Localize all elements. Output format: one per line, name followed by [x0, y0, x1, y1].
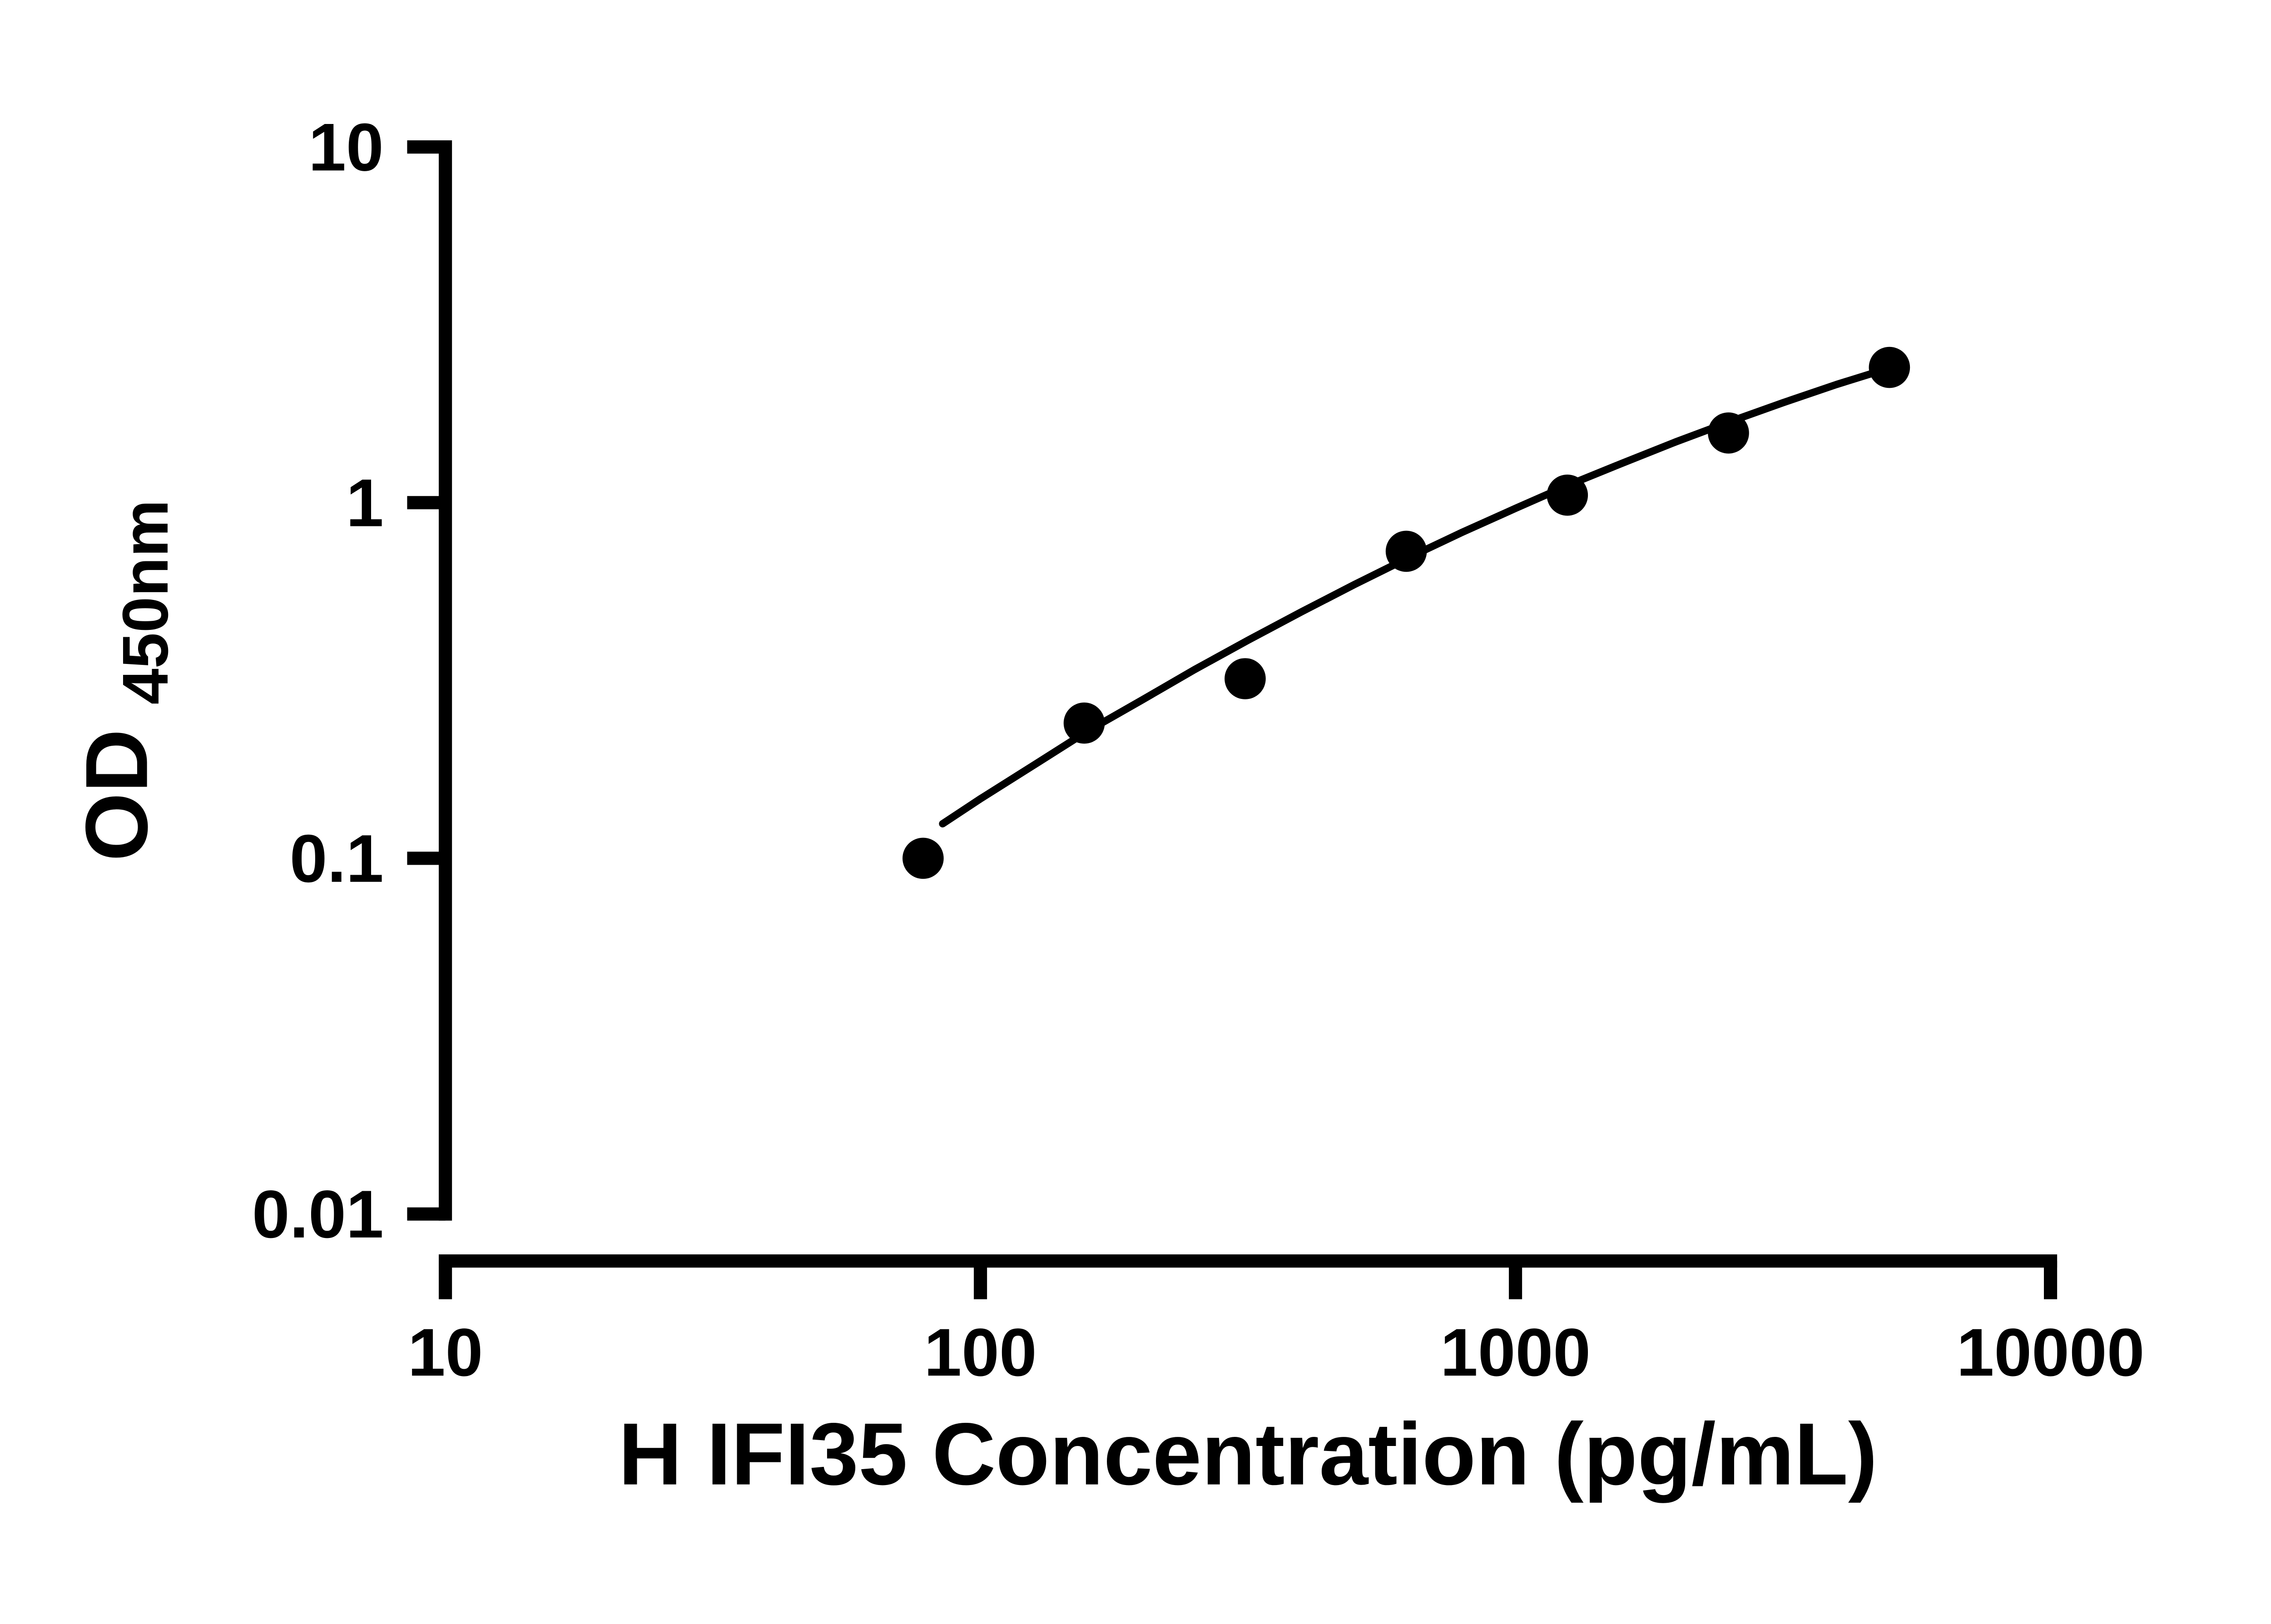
- y-tick-label: 0.1: [290, 821, 384, 896]
- x-tick-label: 10: [408, 1314, 483, 1390]
- chart-canvas: H IFI35 Concentration (pg/mL) OD 450nm 1…: [67, 109, 2145, 1504]
- y-tick-label: 10: [308, 109, 384, 185]
- y-tick-label: 1: [346, 465, 384, 541]
- x-tick-label: 10000: [1957, 1314, 2145, 1390]
- data-point-marker: [1225, 658, 1266, 699]
- data-point-marker: [1869, 347, 1910, 388]
- x-tick-label: 100: [924, 1314, 1036, 1390]
- y-axis-title-main: OD: [68, 729, 166, 861]
- chart-page: H IFI35 Concentration (pg/mL) OD 450nm 1…: [67, 109, 2145, 1504]
- data-point-marker: [1708, 412, 1749, 454]
- y-axis-title: OD 450nm: [68, 500, 182, 861]
- data-point-marker: [1063, 702, 1105, 744]
- standard-curve-figure: H IFI35 Concentration (pg/mL) OD 450nm 1…: [67, 109, 2145, 1504]
- data-point-marker: [902, 837, 944, 879]
- x-tick-label: 1000: [1440, 1314, 1591, 1390]
- y-axis-title-subscript: 450nm: [109, 500, 182, 704]
- x-axis-title: H IFI35 Concentration (pg/mL): [619, 1405, 1878, 1504]
- y-tick-label: 0.01: [252, 1176, 384, 1252]
- data-point-marker: [1547, 474, 1588, 516]
- data-point-marker: [1385, 530, 1427, 572]
